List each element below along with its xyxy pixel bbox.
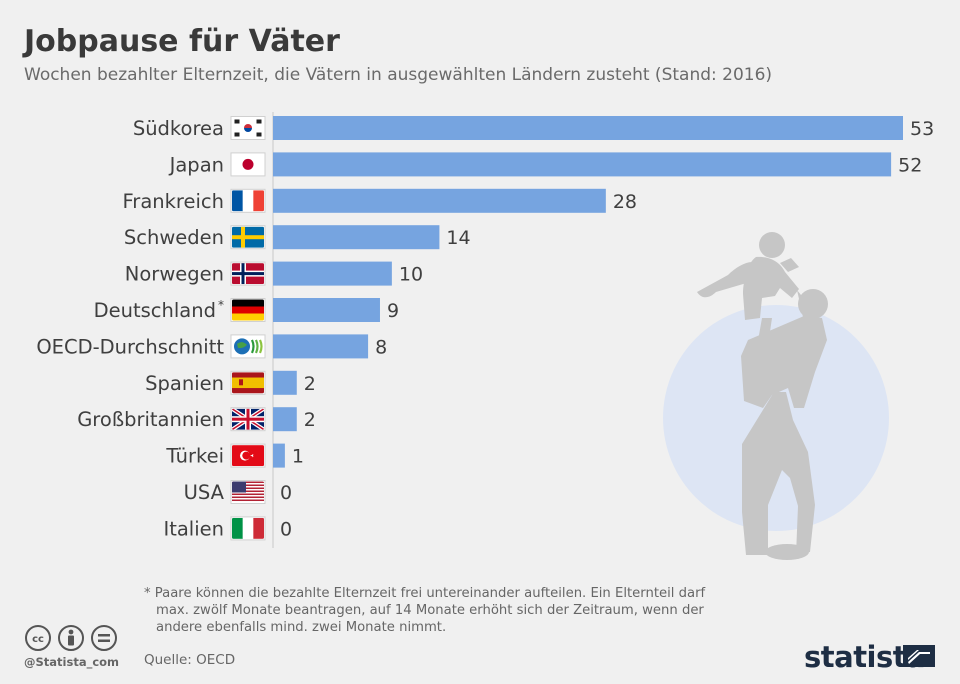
jp-flag-icon <box>230 152 266 177</box>
footnote-marker: * <box>218 298 224 312</box>
bar <box>273 298 380 322</box>
chart-row: Schweden 14 <box>124 225 471 250</box>
chart-row: Großbritannien 2 <box>77 407 316 432</box>
category-label: USA <box>184 481 225 504</box>
statista-mark-icon <box>903 645 935 667</box>
bar <box>273 152 892 177</box>
value-label: 28 <box>613 191 637 213</box>
bar <box>273 334 369 359</box>
chart-row: Norwegen 10 <box>125 261 423 286</box>
value-label: 10 <box>399 264 423 286</box>
value-label: 53 <box>910 118 934 140</box>
category-label: Schweden <box>124 226 224 249</box>
category-label: Spanien <box>145 372 224 395</box>
creative-commons-badge[interactable]: cc <box>24 624 124 652</box>
source-note: Quelle: OECD <box>144 652 236 668</box>
chart-row: Japan 52 <box>168 152 922 177</box>
value-label: 2 <box>304 409 316 431</box>
value-label: 52 <box>898 154 922 176</box>
value-label: 9 <box>387 300 399 322</box>
nd-icon <box>91 625 117 651</box>
es-flag-icon <box>230 370 266 395</box>
us-flag-icon <box>230 480 266 504</box>
footnote-line-3: andere ebenfalls mind. zwei Monate nimmt… <box>156 620 447 635</box>
chart-subtitle: Wochen bezahlter Elternzeit, die Vätern … <box>24 65 773 85</box>
chart-title: Jobpause für Väter <box>24 24 340 59</box>
category-label: Italien <box>163 517 224 540</box>
no-flag-icon <box>230 261 266 286</box>
bar <box>273 261 392 286</box>
silhouette <box>697 232 828 560</box>
chart-row: Italien 0 <box>163 516 292 541</box>
footnote: * Paare können die bezahlte Elternzeit f… <box>144 585 804 636</box>
bar <box>273 225 440 250</box>
category-label: Frankreich <box>123 190 225 213</box>
category-label: Südkorea <box>133 117 224 140</box>
se-flag-icon <box>230 225 266 250</box>
category-label: Japan <box>168 153 224 176</box>
category-label: Großbritannien <box>77 408 224 431</box>
bar <box>273 116 903 140</box>
oecd-logo-icon <box>230 334 266 359</box>
bar <box>273 443 285 468</box>
footnote-line-1: * Paare können die bezahlte Elternzeit f… <box>144 586 706 601</box>
it-flag-icon <box>230 516 266 541</box>
value-label: 14 <box>446 227 470 249</box>
chart-row: USA 0 <box>184 480 292 504</box>
value-label: 8 <box>375 336 387 358</box>
kr-flag-icon <box>230 116 266 140</box>
category-label: Türkei <box>165 445 224 468</box>
value-label: 0 <box>280 482 292 504</box>
footnote-line-2: max. zwölf Monate beantragen, auf 14 Mon… <box>156 603 704 618</box>
chart-row: OECD-Durchschnitt 8 <box>36 334 387 359</box>
cc-icon <box>25 625 51 651</box>
category-label: Deutschland <box>94 299 216 322</box>
chart-row: Frankreich 28 <box>123 188 637 213</box>
value-label: 0 <box>280 518 292 540</box>
svg-text:cc: cc <box>32 634 44 645</box>
chart-row: Deutschland * 9 <box>94 298 399 322</box>
value-label: 1 <box>292 446 304 468</box>
bar <box>273 188 606 213</box>
tr-flag-icon <box>230 443 266 468</box>
by-icon <box>58 625 84 651</box>
de-flag-icon <box>230 298 266 322</box>
bar <box>273 407 297 432</box>
category-label: Norwegen <box>125 263 224 286</box>
value-label: 2 <box>304 373 316 395</box>
bar <box>273 370 297 395</box>
statista-handle[interactable]: @Statista_com <box>24 655 120 669</box>
gb-flag-icon <box>230 407 266 432</box>
chart-row: Südkorea 53 <box>133 116 934 140</box>
chart-row: Türkei 1 <box>165 443 304 468</box>
category-label: OECD-Durchschnitt <box>36 335 224 358</box>
fr-flag-icon <box>230 188 266 213</box>
chart-row: Spanien 2 <box>145 370 316 395</box>
